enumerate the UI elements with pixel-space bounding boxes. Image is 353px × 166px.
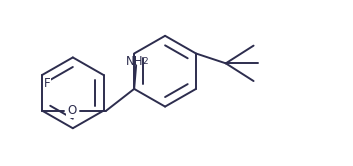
Text: F: F xyxy=(43,77,50,89)
Text: O: O xyxy=(67,104,76,117)
Text: 2: 2 xyxy=(142,57,148,66)
Text: NH: NH xyxy=(125,55,143,68)
